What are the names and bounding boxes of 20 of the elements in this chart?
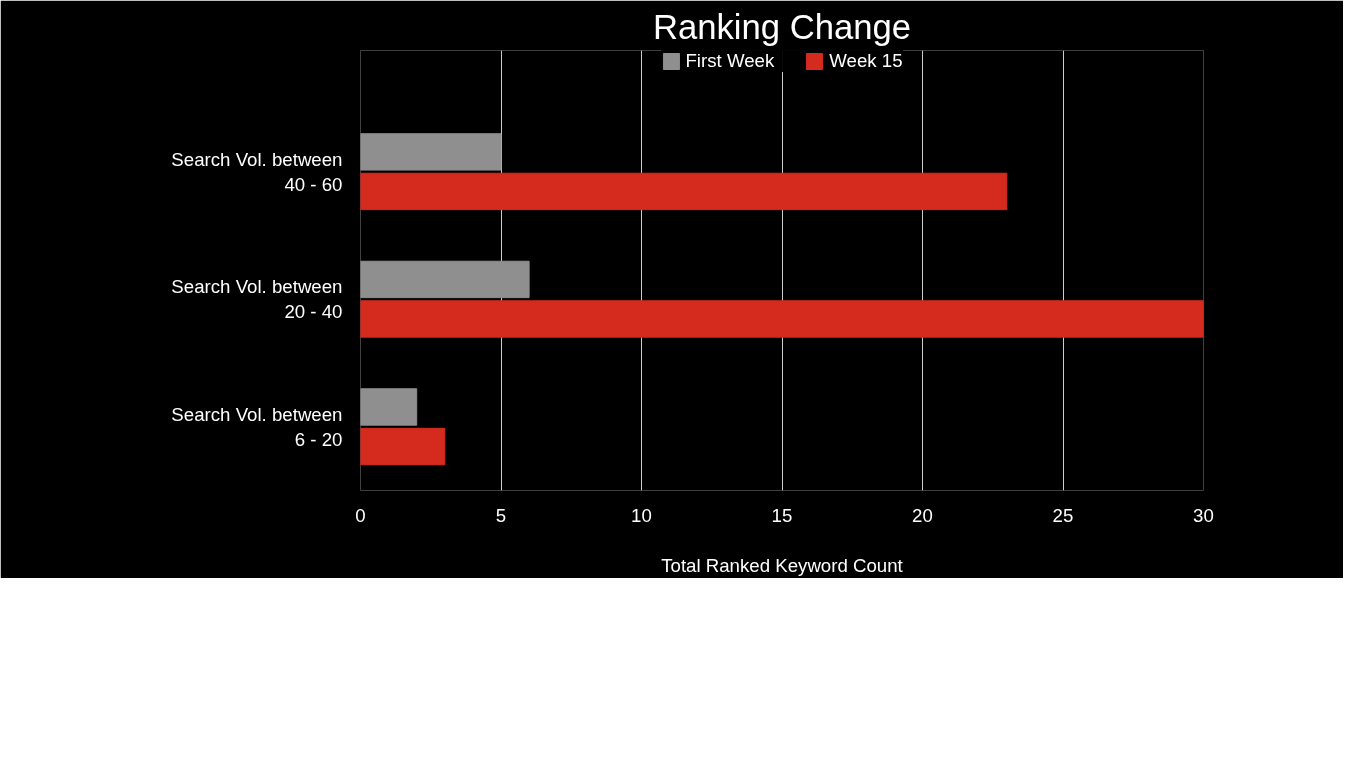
bar xyxy=(360,260,530,299)
legend-label: First Week xyxy=(685,50,775,72)
x-tick-label: 20 xyxy=(912,504,933,526)
legend-label: Week 15 xyxy=(829,50,903,72)
bar xyxy=(360,172,1008,211)
x-axis-title: Total Ranked Keyword Count xyxy=(661,554,904,576)
bar xyxy=(360,427,446,466)
bar xyxy=(360,133,502,171)
y-tick-label: Search Vol. between 40 - 60 xyxy=(171,148,343,195)
x-tick-label: 0 xyxy=(355,504,366,526)
x-tick-label: 10 xyxy=(631,504,652,526)
bar xyxy=(360,300,1204,338)
y-tick-label: Search Vol. between 6 - 20 xyxy=(171,403,343,450)
x-tick-label: 25 xyxy=(1052,504,1074,526)
x-tick-label: 30 xyxy=(1193,504,1214,526)
bar xyxy=(360,388,418,426)
chart-title: Ranking Change xyxy=(652,7,912,46)
y-tick-label: Search Vol. between 20 - 40 xyxy=(171,276,343,323)
x-tick-label: 5 xyxy=(495,504,507,526)
x-tick-label: 15 xyxy=(771,504,793,526)
